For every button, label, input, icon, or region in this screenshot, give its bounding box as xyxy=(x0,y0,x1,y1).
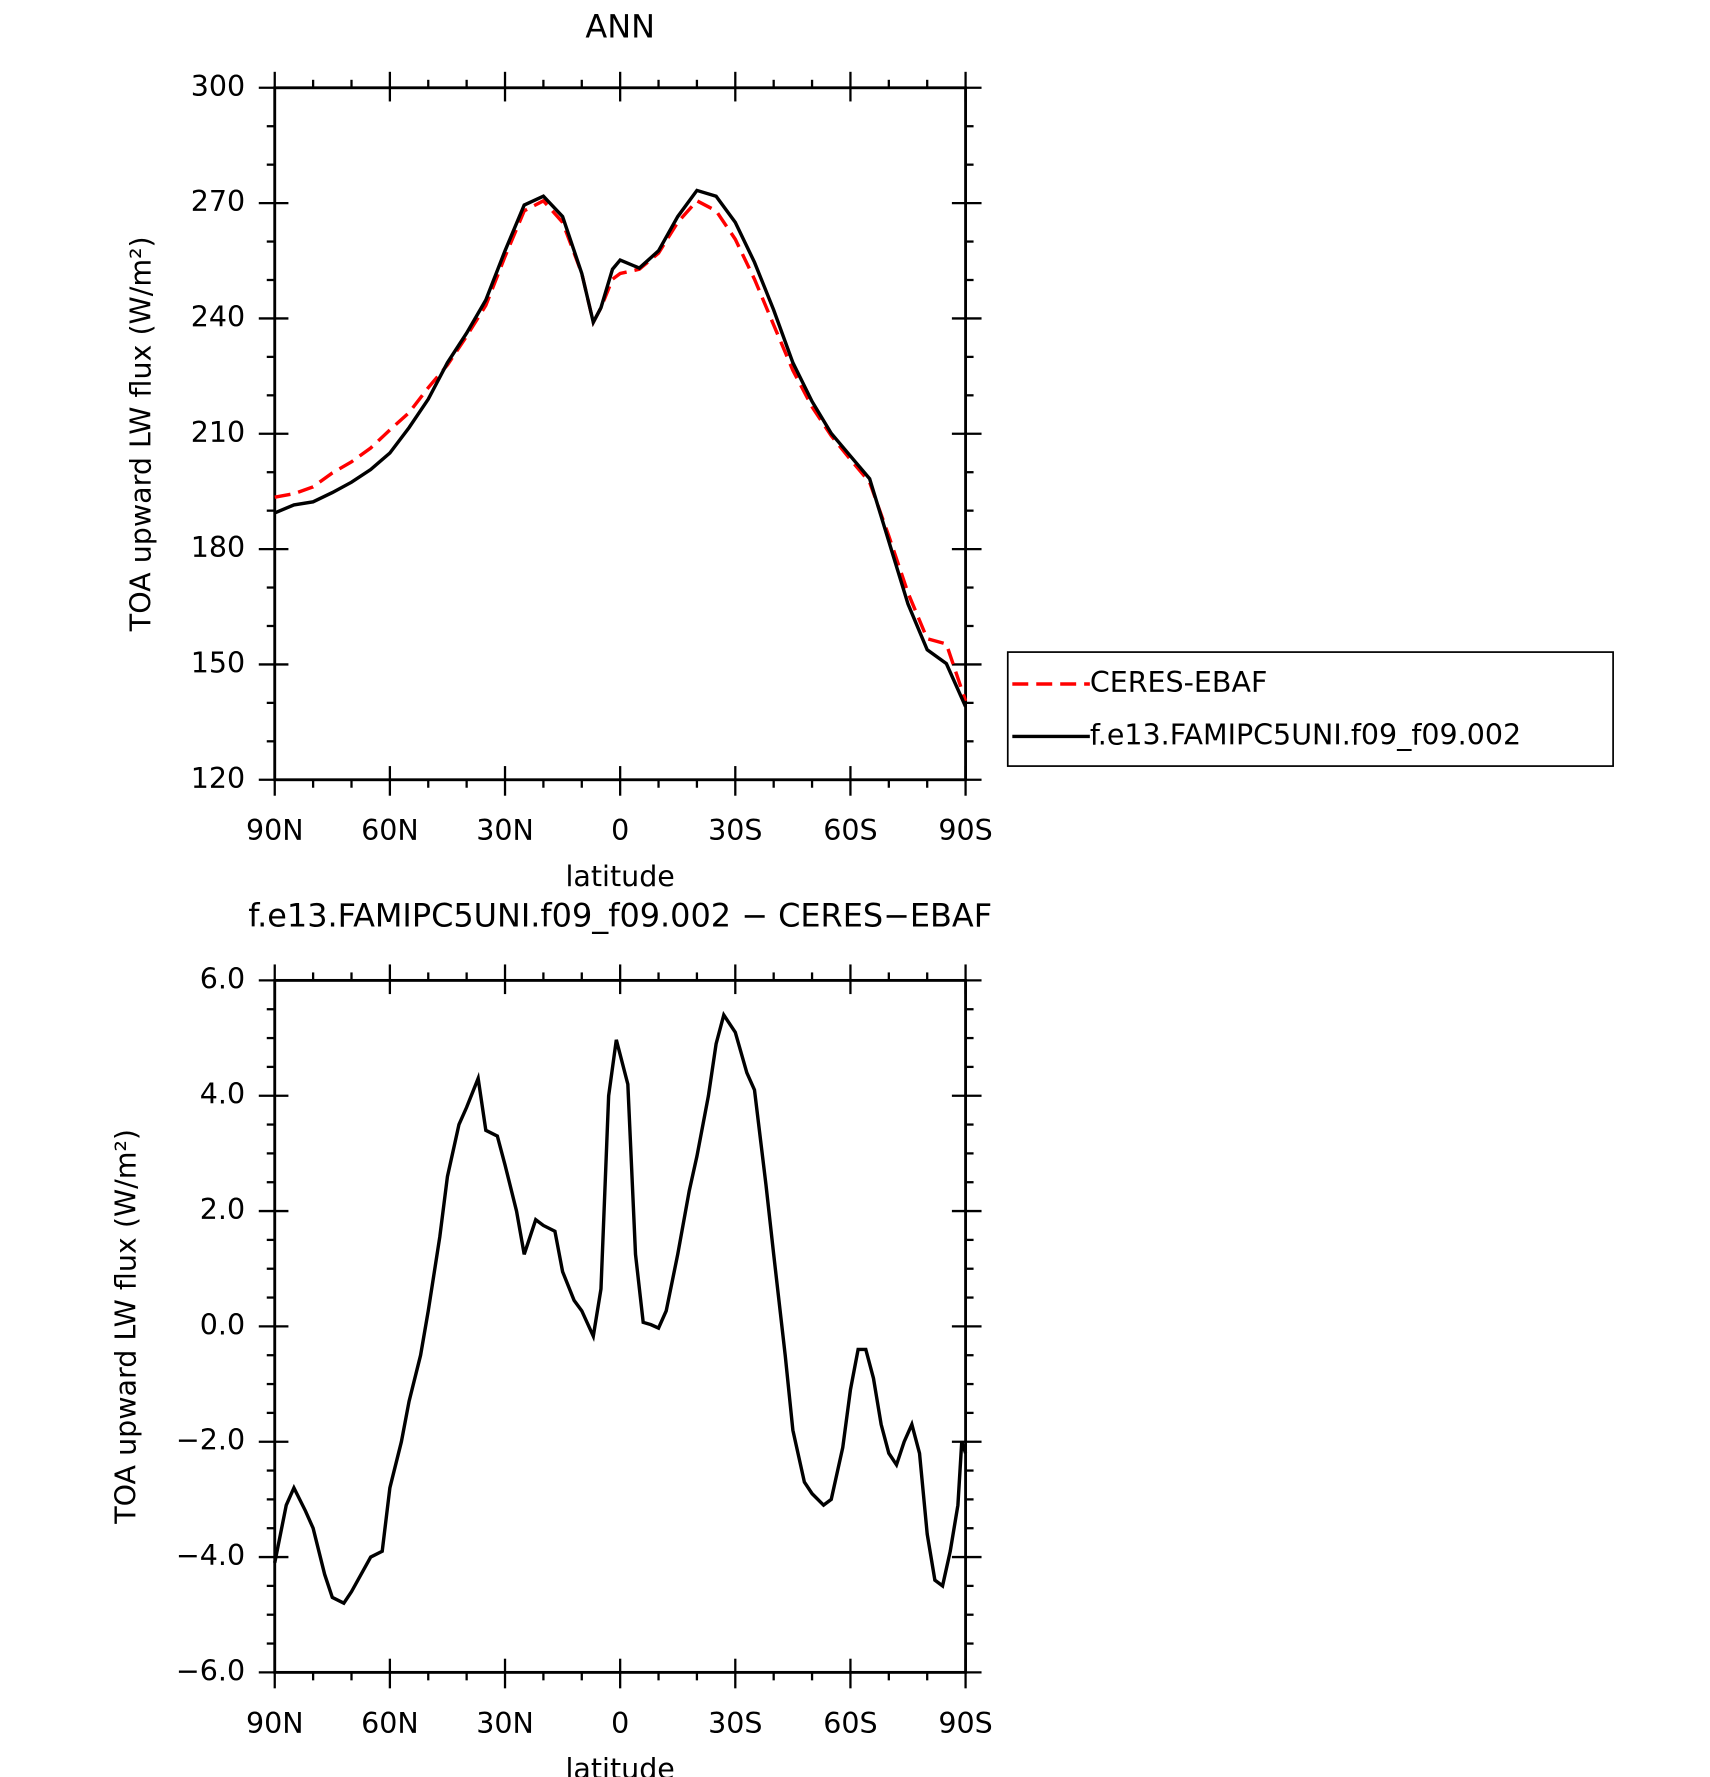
x-tick-label: 60S xyxy=(823,814,877,847)
y-tick-label: 240 xyxy=(191,300,245,333)
legend-box xyxy=(1006,651,1614,767)
x-tick-label: 0 xyxy=(611,814,629,847)
data-line xyxy=(274,198,968,702)
legend-label: f.e13.FAMIPC5UNI.f09_f09.002 xyxy=(1090,718,1521,751)
y-tick-label: 210 xyxy=(191,416,245,449)
x-tick-label: 30S xyxy=(708,1707,762,1740)
plot-frame xyxy=(273,86,968,782)
y-tick-label: 150 xyxy=(191,646,245,679)
x-tick-label: 30N xyxy=(476,1707,534,1740)
x-axis-label: latitude xyxy=(565,860,674,893)
y-tick-label: 120 xyxy=(191,762,245,795)
y-tick-label: 2.0 xyxy=(200,1193,245,1226)
x-tick-label: 30N xyxy=(476,814,534,847)
x-tick-label: 90N xyxy=(246,1707,304,1740)
y-axis-label: TOA upward LW flux (W/m²) xyxy=(125,236,158,632)
plot-frame xyxy=(273,978,968,1674)
x-tick-label: 90N xyxy=(246,814,304,847)
x-tick-label: 30S xyxy=(708,814,762,847)
y-tick-label: 0.0 xyxy=(200,1308,245,1341)
x-tick-label: 90S xyxy=(938,1707,992,1740)
y-tick-label: −4.0 xyxy=(176,1539,245,1572)
chart-title: ANN xyxy=(585,7,655,45)
legend-label: CERES-EBAF xyxy=(1090,666,1268,699)
x-tick-label: 60N xyxy=(361,814,419,847)
y-tick-label: −6.0 xyxy=(176,1654,245,1687)
y-axis-label: TOA upward LW flux (W/m²) xyxy=(110,1129,143,1525)
x-axis-label: latitude xyxy=(565,1752,674,1777)
figure-body: ANN latitude TOA upward LW flux (W/m²) 90N 6… xyxy=(110,7,1614,1777)
y-tick-label: 180 xyxy=(191,531,245,564)
y-tick-label: 6.0 xyxy=(200,962,245,995)
x-tick-label: 0 xyxy=(611,1707,629,1740)
data-line xyxy=(274,188,968,708)
x-tick-label: 60S xyxy=(823,1707,877,1740)
chart-title: f.e13.FAMIPC5UNI.f09_f09.002 − CERES−EBA… xyxy=(248,897,992,935)
x-tick-label: 90S xyxy=(938,814,992,847)
data-line xyxy=(273,1010,968,1606)
y-tick-label: 270 xyxy=(191,185,245,218)
x-tick-label: 60N xyxy=(361,1707,419,1740)
y-tick-label: 300 xyxy=(191,70,245,103)
y-tick-label: −2.0 xyxy=(176,1424,245,1457)
y-tick-label: 4.0 xyxy=(200,1078,245,1111)
